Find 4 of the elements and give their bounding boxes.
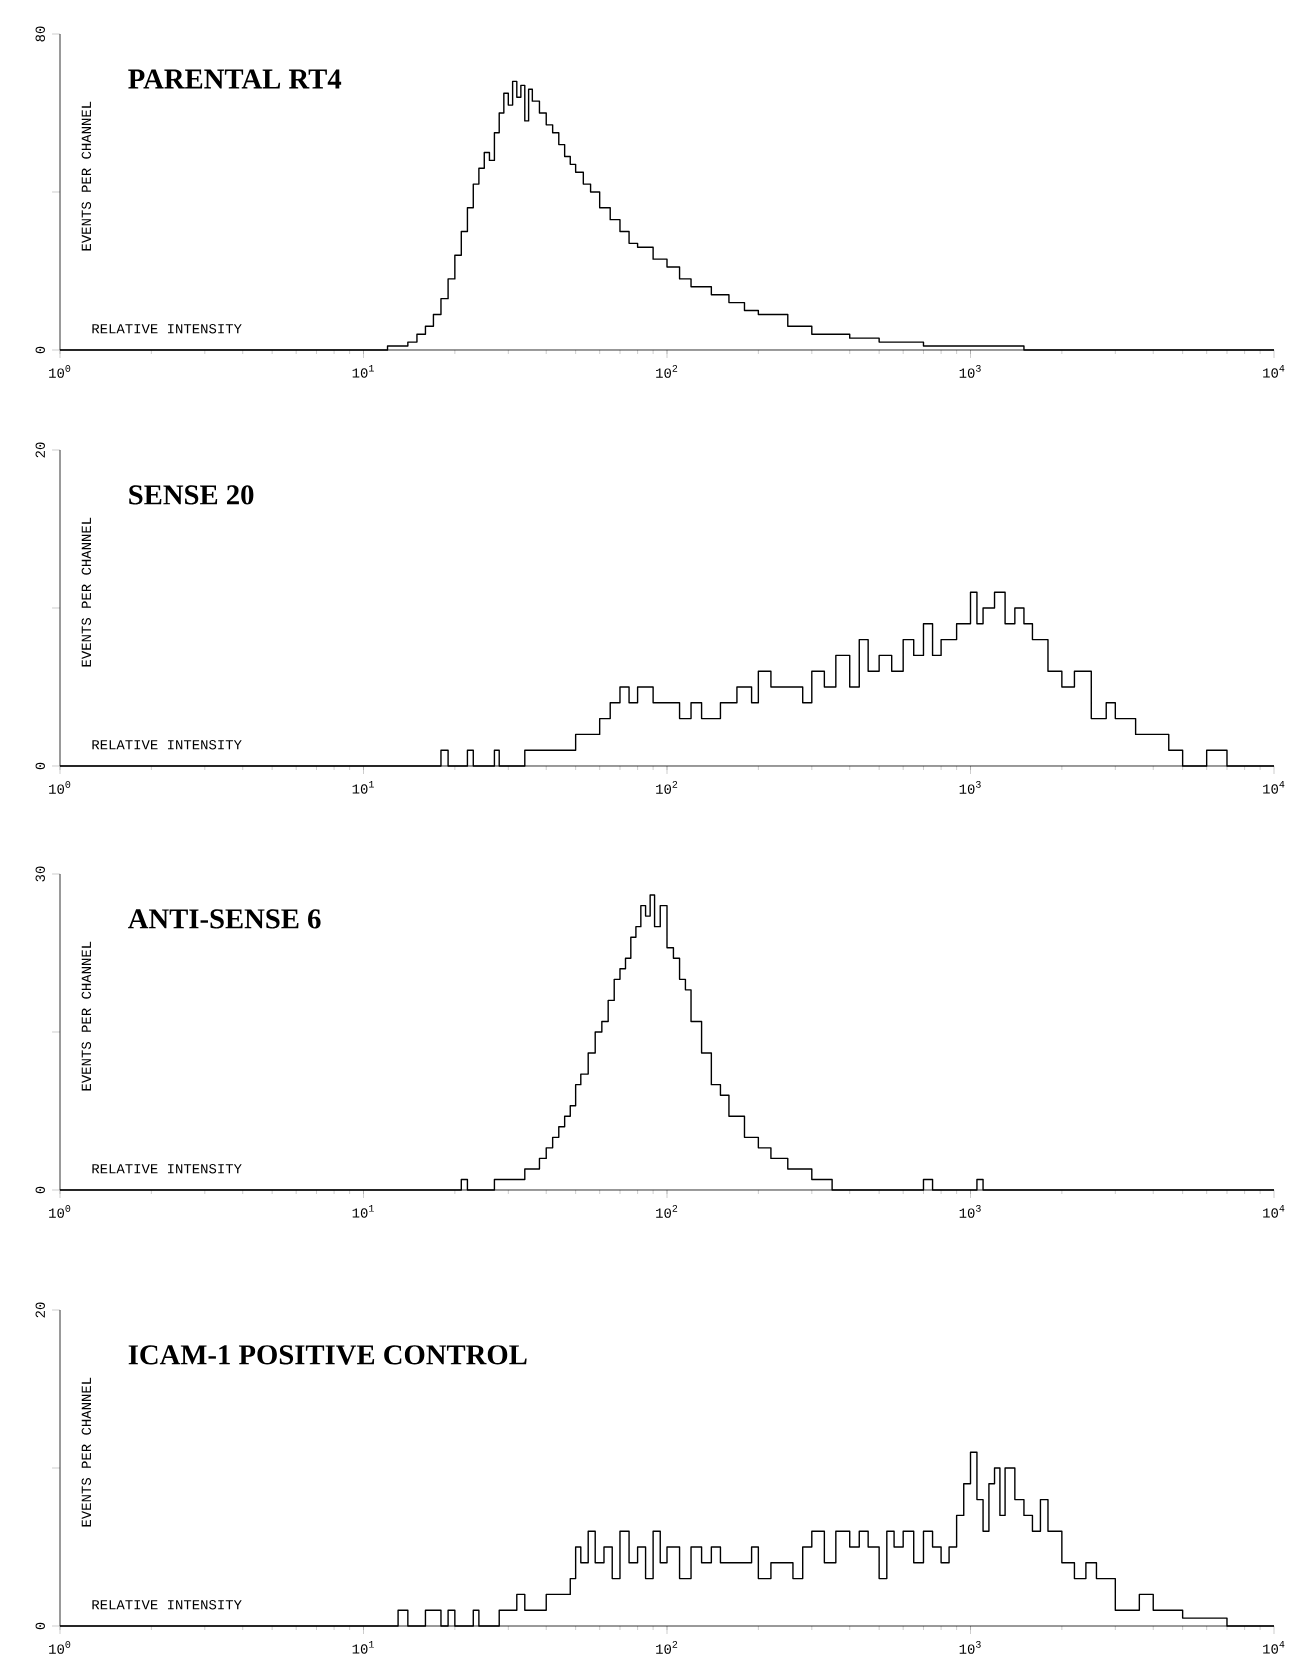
text: ICAM-1 POSITIVE CONTROL: [128, 1345, 527, 1365]
text: SENSE 20: [129, 485, 254, 505]
text: ANTI-SENSE 6: [128, 909, 321, 929]
text: PARENTAL RT4: [128, 69, 342, 89]
